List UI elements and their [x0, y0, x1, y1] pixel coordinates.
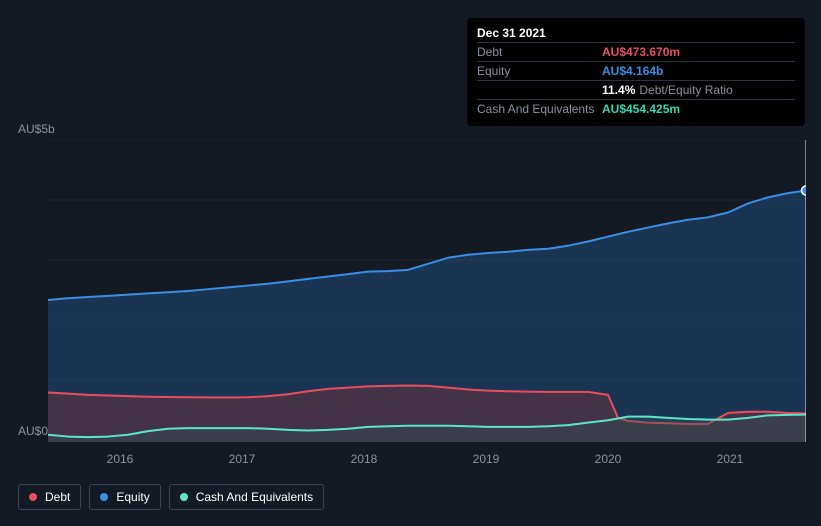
- legend-dot-icon: [180, 493, 188, 501]
- legend-label: Equity: [116, 490, 149, 504]
- tooltip-value: AU$454.425m: [602, 102, 680, 116]
- hover-dot-equity: [802, 186, 807, 195]
- x-tick: 2018: [351, 452, 378, 466]
- y-label-bottom: AU$0: [18, 424, 48, 438]
- x-tick: 2016: [107, 452, 134, 466]
- x-tick: 2019: [473, 452, 500, 466]
- legend: Debt Equity Cash And Equivalents: [18, 484, 324, 510]
- tooltip-value: AU$473.670m: [602, 45, 680, 59]
- x-tick: 2021: [717, 452, 744, 466]
- plot-area[interactable]: [48, 140, 806, 442]
- tooltip-row: DebtAU$473.670m: [477, 43, 795, 62]
- tooltip-row: EquityAU$4.164b: [477, 62, 795, 81]
- x-axis: 2016 2017 2018 2019 2020 2021: [48, 446, 806, 466]
- x-tick: 2020: [595, 452, 622, 466]
- tooltip-row: 11.4% Debt/Equity Ratio: [477, 81, 795, 100]
- legend-dot-icon: [29, 493, 37, 501]
- tooltip-date-row: Dec 31 2021: [477, 24, 795, 43]
- tooltip-value: AU$4.164b: [602, 64, 663, 78]
- legend-item-equity[interactable]: Equity: [89, 484, 160, 510]
- tooltip-label: Cash And Equivalents: [477, 102, 602, 116]
- tooltip-value: 11.4%: [602, 83, 635, 97]
- tooltip-label: Debt: [477, 45, 602, 59]
- tooltip-label: [477, 83, 602, 97]
- x-tick: 2017: [229, 452, 256, 466]
- tooltip-panel: Dec 31 2021 DebtAU$473.670mEquityAU$4.16…: [467, 18, 805, 126]
- tooltip-row: Cash And EquivalentsAU$454.425m: [477, 100, 795, 118]
- tooltip-label: Equity: [477, 64, 602, 78]
- legend-item-debt[interactable]: Debt: [18, 484, 81, 510]
- y-label-top: AU$5b: [18, 122, 55, 136]
- tooltip-date: Dec 31 2021: [477, 26, 546, 40]
- legend-dot-icon: [100, 493, 108, 501]
- legend-label: Cash And Equivalents: [196, 490, 313, 504]
- tooltip-suffix: Debt/Equity Ratio: [639, 83, 732, 97]
- legend-label: Debt: [45, 490, 70, 504]
- legend-item-cash-and-equivalents[interactable]: Cash And Equivalents: [169, 484, 324, 510]
